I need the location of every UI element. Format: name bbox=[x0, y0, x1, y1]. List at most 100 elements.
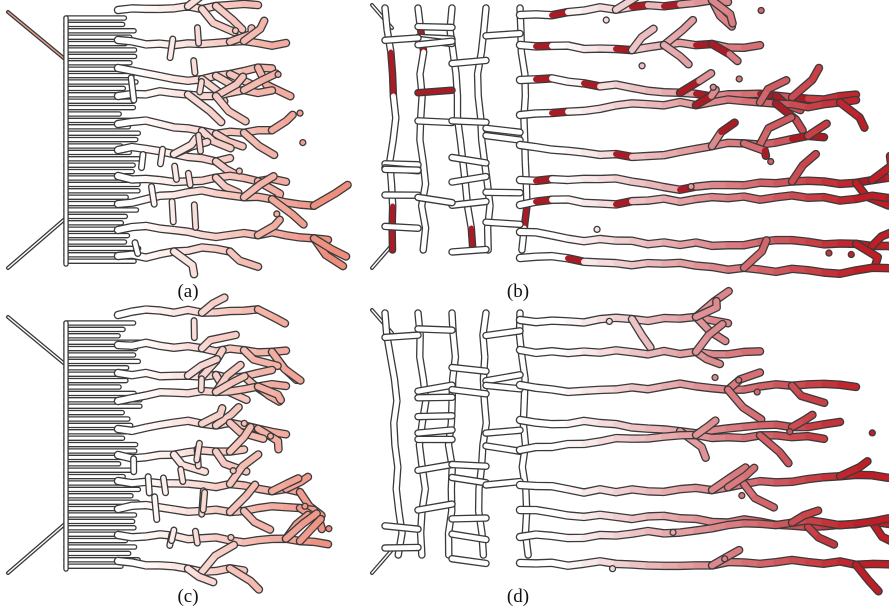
vessel-fragment bbox=[241, 420, 247, 426]
vessel bbox=[203, 492, 204, 510]
vessel bbox=[396, 489, 399, 511]
vessel-fragment bbox=[603, 17, 609, 23]
vessel bbox=[765, 151, 766, 156]
vessel bbox=[278, 395, 281, 400]
vessel bbox=[258, 90, 272, 93]
vessel bbox=[258, 370, 272, 373]
vessel bbox=[418, 27, 452, 28]
vessel-fragment bbox=[275, 71, 281, 77]
vessel bbox=[372, 550, 392, 573]
vessel-fragment bbox=[736, 377, 742, 383]
vessel bbox=[385, 38, 418, 40]
vessel bbox=[385, 8, 387, 30]
vessel bbox=[210, 111, 221, 122]
vessel bbox=[244, 4, 258, 5]
vessel bbox=[819, 124, 827, 129]
vessel-fragment bbox=[736, 76, 742, 82]
vessel bbox=[335, 185, 347, 193]
vessel bbox=[197, 443, 200, 460]
vessel bbox=[699, 73, 711, 81]
vessel bbox=[394, 423, 395, 445]
vessel bbox=[423, 162, 425, 184]
vessel bbox=[393, 96, 395, 118]
vessel bbox=[193, 265, 195, 274]
vessel-fragment bbox=[722, 556, 728, 562]
panel-label: (d) bbox=[507, 586, 529, 607]
vessel bbox=[452, 121, 486, 122]
vessel bbox=[385, 526, 418, 529]
vessel bbox=[390, 140, 393, 162]
vessel bbox=[272, 384, 286, 386]
vessel bbox=[840, 385, 856, 387]
vessel bbox=[393, 118, 396, 140]
vessel bbox=[824, 422, 840, 424]
vessel bbox=[423, 228, 425, 250]
vessel-fragment bbox=[236, 168, 242, 174]
vessel bbox=[155, 497, 157, 520]
vessel bbox=[524, 206, 527, 228]
vessel bbox=[8, 218, 66, 268]
vessel bbox=[255, 522, 270, 529]
vessel bbox=[163, 478, 165, 493]
vessel-fragment bbox=[232, 28, 238, 34]
vessel bbox=[385, 169, 418, 170]
vessel bbox=[188, 173, 190, 184]
vessel bbox=[314, 542, 328, 544]
vessel-fragment bbox=[610, 566, 616, 572]
vessel bbox=[486, 222, 520, 224]
vessel bbox=[131, 78, 134, 100]
vessel-fragment bbox=[758, 7, 764, 13]
vessel bbox=[869, 581, 879, 592]
vessel-fragment bbox=[300, 140, 306, 146]
panel-label: (c) bbox=[177, 586, 198, 607]
vessel bbox=[274, 220, 279, 226]
vessel bbox=[744, 45, 760, 48]
vessel bbox=[194, 61, 195, 73]
panel-c bbox=[8, 298, 332, 590]
vessel-fragment bbox=[712, 375, 718, 381]
vessel bbox=[272, 43, 286, 46]
panel-d bbox=[372, 291, 889, 591]
vessel-fragment bbox=[768, 159, 774, 165]
vessel-fragment bbox=[754, 389, 760, 395]
vessel-fragment bbox=[594, 226, 600, 232]
vessel bbox=[418, 416, 452, 417]
vessel bbox=[181, 469, 183, 481]
vessel bbox=[683, 20, 693, 30]
vessel-fragment bbox=[710, 84, 716, 90]
vessel bbox=[419, 445, 422, 467]
vessel bbox=[418, 90, 452, 93]
vessel bbox=[755, 498, 774, 507]
vessel bbox=[385, 547, 418, 548]
vessel bbox=[195, 531, 197, 543]
vessel bbox=[172, 530, 174, 541]
vessel bbox=[174, 145, 191, 154]
vessel bbox=[801, 396, 824, 403]
vessel bbox=[8, 523, 66, 573]
panel-b bbox=[372, 0, 889, 274]
vessel bbox=[260, 21, 264, 29]
vessel bbox=[175, 166, 177, 179]
vessel bbox=[292, 214, 303, 224]
vessel bbox=[744, 351, 760, 352]
vessel bbox=[451, 401, 452, 423]
vessel bbox=[421, 96, 422, 118]
vessel bbox=[479, 511, 482, 533]
vessel bbox=[452, 60, 486, 63]
vessel bbox=[642, 29, 654, 38]
vessel bbox=[170, 39, 173, 58]
vessel-fragment bbox=[228, 535, 234, 541]
vessel-fragment bbox=[302, 503, 308, 509]
vessel bbox=[220, 408, 222, 414]
vessel-fragment bbox=[326, 526, 332, 532]
vessel-fragment bbox=[606, 318, 612, 324]
vessel bbox=[152, 187, 155, 205]
vessel-fragment bbox=[826, 250, 832, 256]
vessel bbox=[486, 375, 520, 381]
panel-a bbox=[8, 0, 348, 274]
vessel bbox=[721, 123, 734, 132]
vessel-fragment bbox=[639, 63, 645, 69]
vessel bbox=[524, 118, 525, 140]
vessel bbox=[484, 401, 486, 423]
vessel-fragment bbox=[230, 468, 236, 474]
